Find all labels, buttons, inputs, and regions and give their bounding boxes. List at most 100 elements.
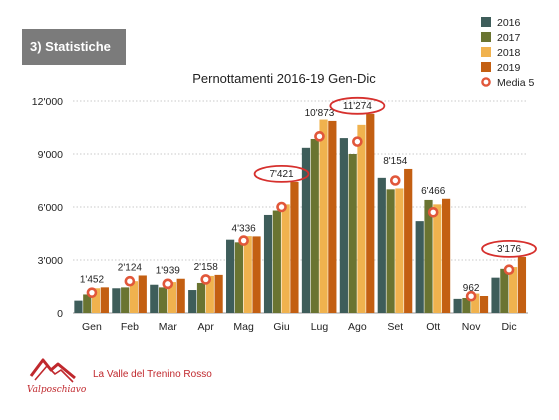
- data-label: 962: [463, 283, 480, 294]
- data-label: 8'154: [383, 156, 408, 167]
- legend-label-2017: 2017: [497, 32, 521, 44]
- bar-2016-apr: [188, 290, 197, 313]
- bar-2019-set: [404, 168, 413, 313]
- legend-label-2019: 2019: [497, 62, 521, 74]
- y-tick-label: 0: [57, 308, 63, 320]
- data-labels: 1'452 2'124 1'939 2'158 4'336 7'421 10'873 11'2…: [80, 101, 522, 294]
- x-tick-label: Apr: [198, 321, 215, 333]
- media-marker: [124, 275, 136, 287]
- bar-2019-mag: [252, 236, 261, 313]
- bar-2017-set: [386, 189, 395, 313]
- x-axis: Gen Feb Mar Apr Mag Giu Lug Ago Set Ott Nov Dic: [82, 321, 517, 333]
- bar-2018-gen: [91, 288, 101, 313]
- y-axis: 0 3'000 6'000 9'000 12'000: [32, 96, 63, 320]
- data-label: 1'939: [156, 266, 181, 277]
- valposchiavo-logo: Valposchiavo: [27, 358, 87, 395]
- highlight-oval: [481, 239, 537, 258]
- bar-2018-lug: [319, 119, 328, 313]
- media-marker: [238, 235, 249, 246]
- bars: [74, 113, 527, 314]
- legend-swatch-media: [481, 77, 491, 87]
- bar-2017-giu: [272, 210, 281, 313]
- bar-2017-feb: [121, 287, 130, 313]
- legend-label-2018: 2018: [497, 47, 521, 59]
- bar-2019-apr: [214, 274, 223, 313]
- bar-2017-lug: [310, 138, 319, 313]
- legend-swatch-2017: [481, 32, 491, 42]
- data-label: 7'421: [269, 169, 294, 180]
- bar-2019-lug: [328, 120, 337, 313]
- bar-2018-mag: [243, 236, 252, 313]
- bar-2019-giu: [290, 181, 299, 313]
- bar-2017-dic: [500, 268, 509, 313]
- bar-2018-nov: [471, 293, 480, 313]
- legend: 2016 2017 2018 2019 Media 5: [481, 17, 535, 89]
- bar-2019-nov: [479, 296, 489, 313]
- media-marker: [389, 175, 401, 186]
- media-markers: [86, 131, 515, 302]
- highlight-oval: [329, 96, 386, 115]
- highlight-ovals: [253, 96, 537, 258]
- bar-2018-set: [395, 188, 404, 313]
- bar-2016-ago: [339, 138, 348, 313]
- media-marker: [352, 136, 363, 147]
- x-tick-label: Gen: [82, 321, 102, 333]
- bar-2016-ott: [415, 221, 424, 313]
- media-marker: [162, 278, 174, 290]
- bar-2016-nov: [453, 298, 462, 313]
- bar-2018-feb: [129, 281, 139, 313]
- bar-2017-mar: [158, 287, 168, 313]
- bar-2016-giu: [263, 214, 273, 313]
- data-label: 2'124: [118, 262, 143, 273]
- bar-2018-dic: [509, 267, 518, 313]
- legend-label-2016: 2016: [497, 17, 521, 29]
- bar-2017-gen: [83, 294, 92, 313]
- x-tick-label: Set: [387, 321, 403, 333]
- media-marker: [86, 287, 98, 298]
- bar-2019-feb: [138, 275, 147, 313]
- bar-2016-lug: [301, 147, 311, 313]
- section-badge: 3) Statistiche: [22, 29, 126, 65]
- legend-swatch-2016: [481, 17, 491, 27]
- bar-2018-mar: [167, 282, 176, 313]
- bar-2019-dic: [517, 256, 527, 313]
- bar-2018-apr: [205, 275, 214, 313]
- data-label: 2'158: [194, 262, 219, 273]
- bar-2016-gen: [74, 300, 83, 313]
- bar-2016-mag: [226, 239, 235, 313]
- media-marker: [465, 290, 477, 302]
- media-marker: [314, 131, 325, 142]
- media-marker: [200, 274, 212, 285]
- media-marker: [503, 264, 515, 276]
- bar-2017-mag: [234, 242, 244, 313]
- media-marker: [276, 201, 287, 213]
- legend-swatch-2018: [481, 47, 491, 57]
- gridlines: [73, 100, 528, 314]
- bar-2019-gen: [100, 287, 109, 313]
- bar-2017-apr: [196, 282, 206, 313]
- data-label: 4'336: [232, 223, 257, 234]
- media-marker: [427, 207, 439, 218]
- x-tick-label: Mar: [159, 321, 178, 333]
- legend-swatch-2019: [481, 62, 491, 72]
- bar-2016-mar: [150, 284, 159, 313]
- y-tick-label: 6'000: [38, 202, 64, 214]
- bar-2019-mar: [176, 278, 185, 313]
- bar-2019-ago: [366, 113, 375, 314]
- y-tick-label: 3'000: [38, 255, 64, 267]
- data-label: 1'452: [80, 274, 105, 285]
- data-label: 6'466: [421, 186, 446, 197]
- y-tick-label: 9'000: [38, 149, 64, 161]
- bar-2016-feb: [112, 288, 121, 313]
- bar-2016-dic: [491, 277, 500, 313]
- bar-2018-giu: [281, 204, 290, 313]
- footer-tagline: La Valle del Trenino Rosso: [93, 369, 212, 380]
- legend-label-media: Media 5: [497, 77, 535, 89]
- x-tick-label: Nov: [462, 321, 481, 333]
- bar-2018-ago: [357, 124, 366, 313]
- bar-2017-ott: [424, 199, 433, 313]
- data-label: 11'274: [343, 101, 372, 112]
- x-tick-label: Mag: [233, 321, 254, 333]
- chart-title: Pernottamenti 2016-19 Gen-Dic: [192, 71, 376, 86]
